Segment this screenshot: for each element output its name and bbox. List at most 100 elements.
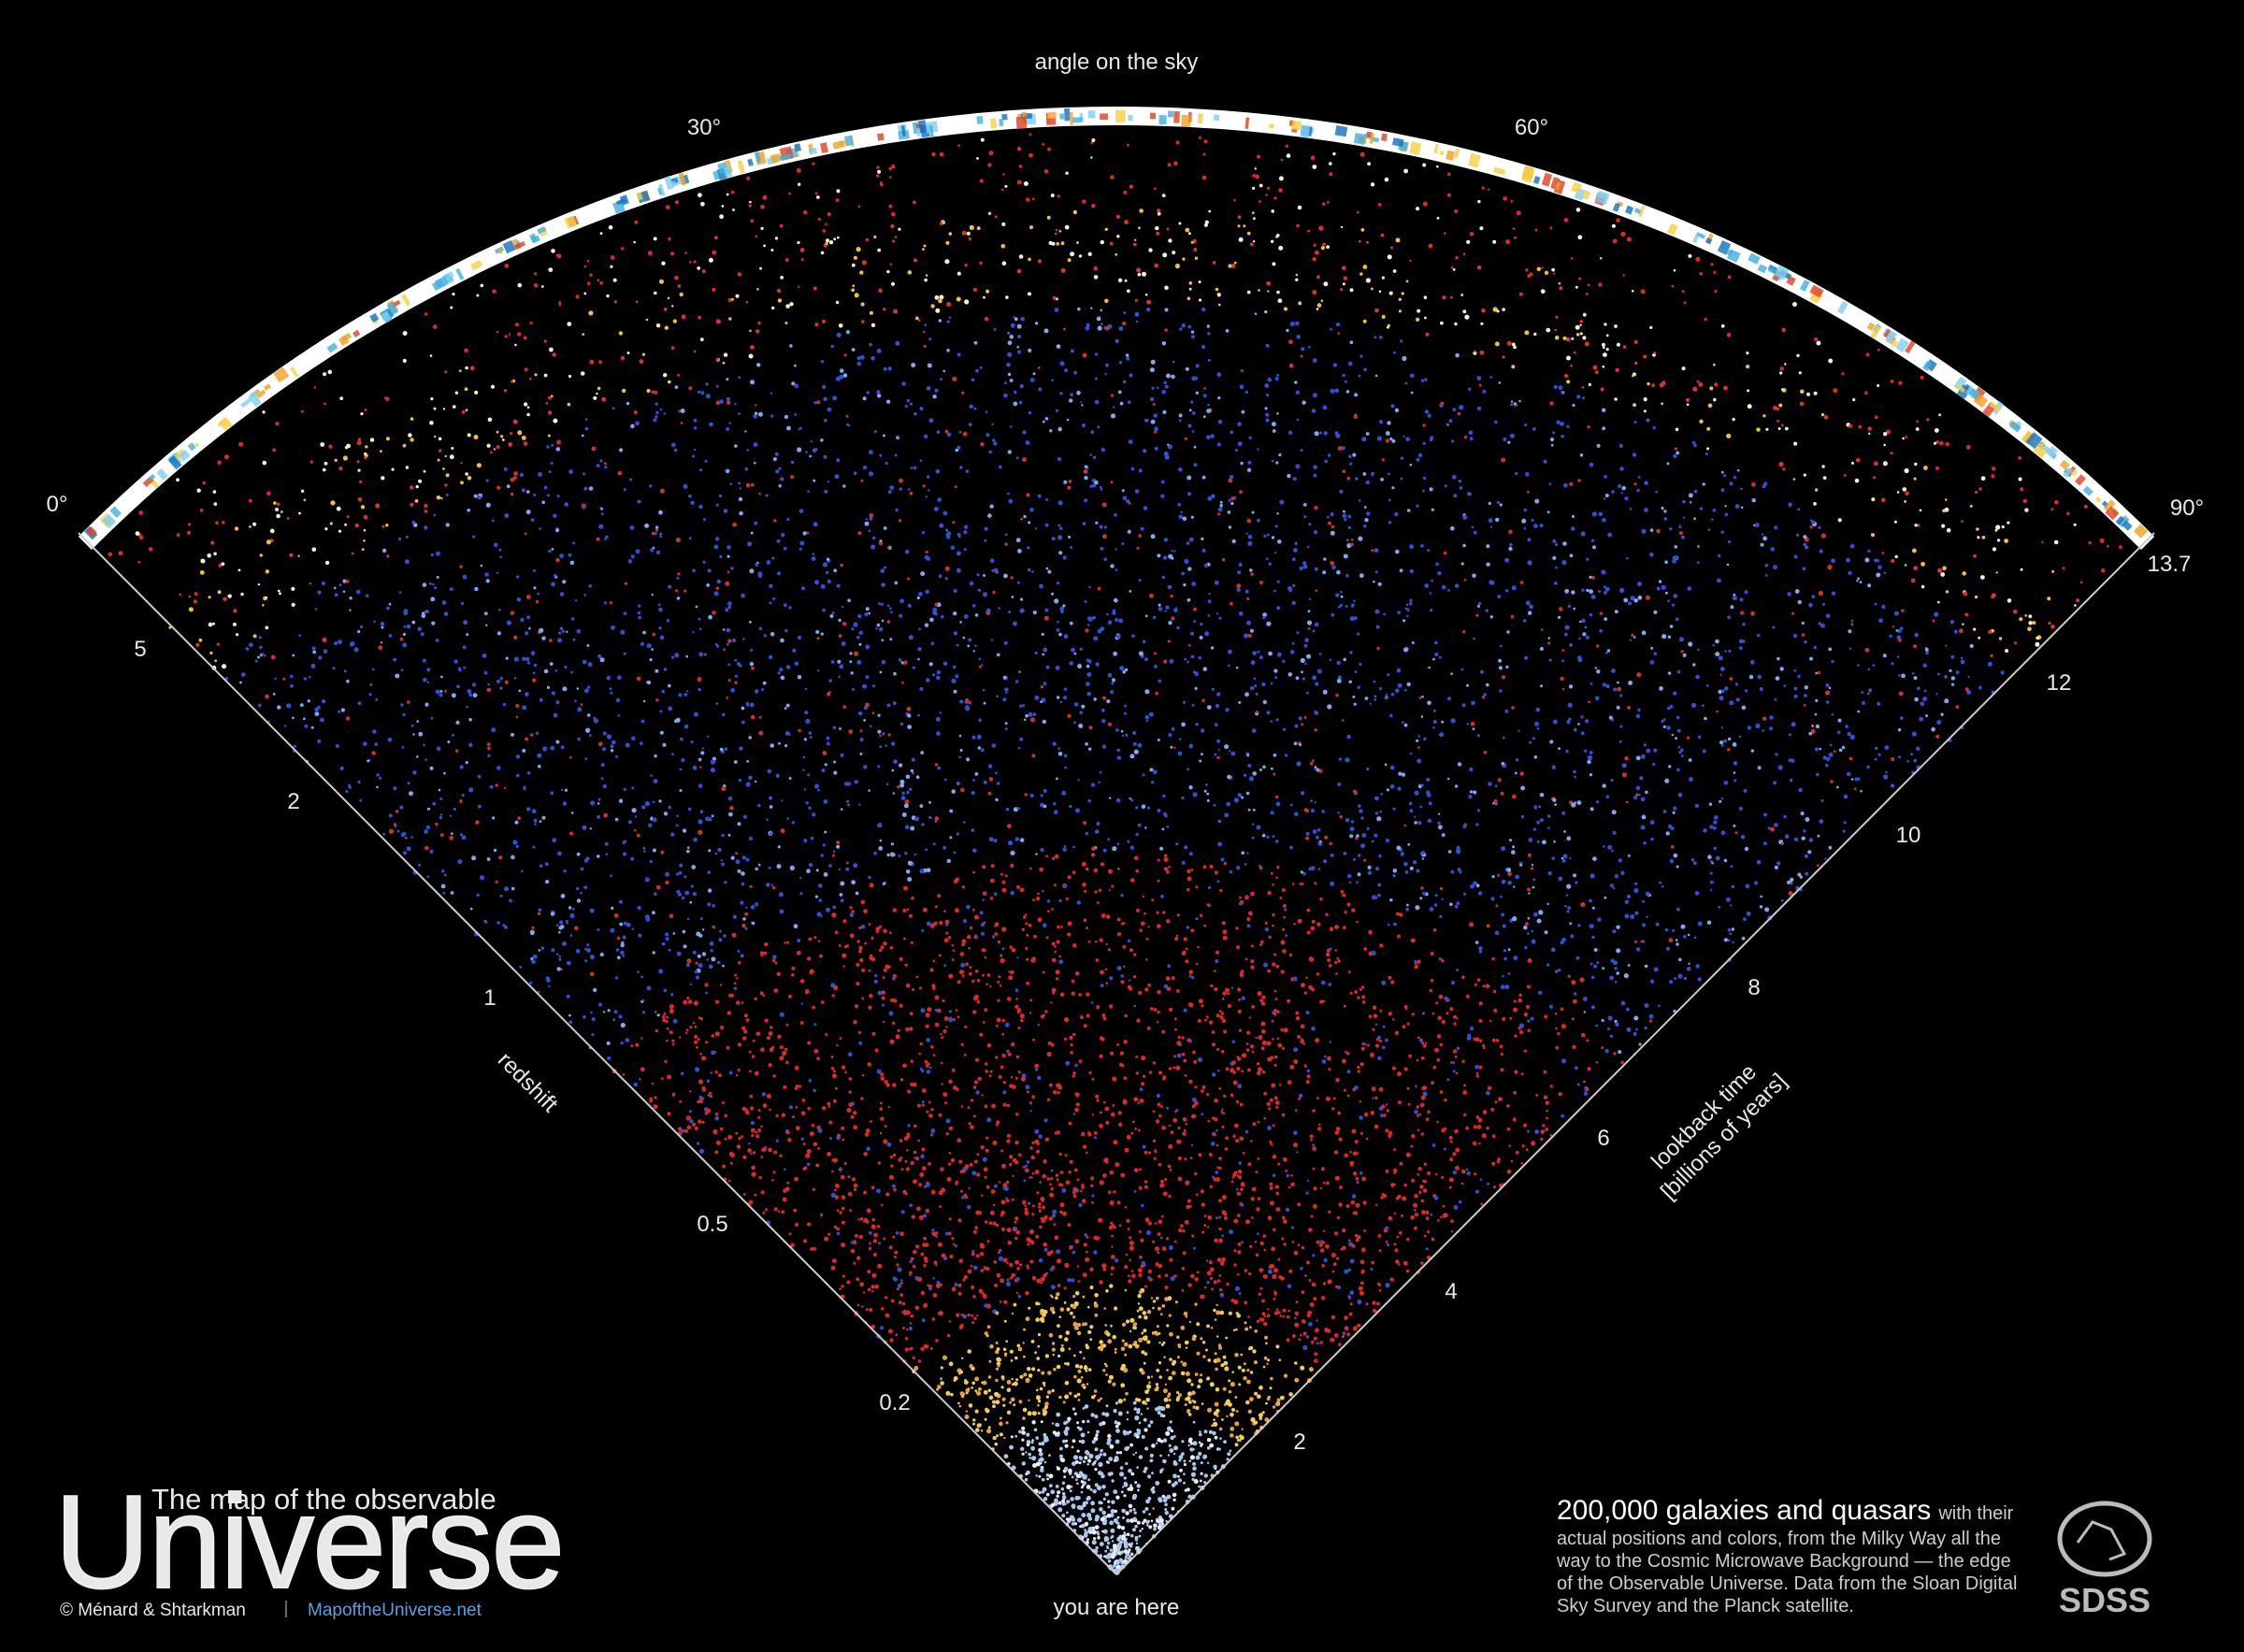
galaxy [466,705,468,709]
galaxy [991,743,997,748]
galaxy [1822,755,1827,760]
galaxy [958,970,965,975]
galaxy [685,963,691,968]
galaxy [1854,478,1860,483]
galaxy [1392,874,1396,878]
galaxy [1734,831,1738,835]
galaxy [487,682,490,686]
galaxy [1113,651,1117,656]
galaxy [1650,646,1654,650]
galaxy [729,482,733,485]
galaxy [1576,1083,1580,1086]
galaxy [857,531,862,536]
galaxy [508,442,513,447]
galaxy [1037,892,1040,896]
galaxy [1819,549,1823,553]
galaxy [698,963,703,969]
galaxy [1188,1459,1192,1462]
galaxy [1451,474,1457,480]
galaxy [1416,1105,1419,1109]
galaxy [1437,1015,1442,1021]
galaxy [455,720,460,725]
galaxy [1500,1053,1503,1056]
galaxy [909,1322,912,1325]
galaxy [1203,563,1208,568]
galaxy [1045,665,1050,669]
galaxy [1231,1408,1235,1412]
galaxy [920,1346,925,1352]
galaxy [1175,1398,1180,1402]
galaxy [580,703,583,706]
galaxy [1835,785,1839,789]
galaxy [1023,514,1027,519]
galaxy [1264,383,1270,388]
galaxy [1169,658,1174,664]
galaxy [809,969,814,974]
galaxy [415,484,419,489]
galaxy [991,1103,996,1109]
galaxy [1334,949,1337,952]
galaxy [1403,824,1407,827]
galaxy [1738,646,1743,651]
galaxy [1028,1457,1031,1459]
galaxy [993,328,997,331]
galaxy [292,716,295,720]
galaxy [659,730,664,735]
galaxy [1347,525,1352,530]
galaxy [1086,692,1091,697]
galaxy [736,662,741,667]
galaxy [1250,1140,1253,1142]
galaxy [1307,610,1311,613]
galaxy [662,742,667,747]
galaxy [1051,1285,1056,1290]
galaxy [1073,652,1077,655]
galaxy [1219,888,1223,893]
galaxy [1113,1190,1116,1194]
galaxy [1216,293,1220,295]
galaxy [850,1114,855,1119]
galaxy [209,651,213,655]
galaxy [802,531,807,536]
galaxy [731,932,737,938]
galaxy [1064,1337,1069,1342]
galaxy [905,774,911,780]
galaxy [1043,1273,1047,1278]
galaxy [1183,1462,1187,1467]
galaxy [1057,1091,1060,1095]
galaxy [1005,1199,1010,1203]
galaxy [539,527,541,530]
galaxy [1716,579,1719,582]
galaxy [1673,594,1678,598]
galaxy [934,1022,940,1027]
galaxy [1127,1557,1131,1560]
galaxy [1091,1540,1097,1545]
galaxy [770,743,774,748]
galaxy [1228,1311,1232,1315]
galaxy [1422,489,1425,493]
galaxy [996,570,1000,574]
galaxy [741,1026,746,1031]
galaxy [424,702,429,707]
galaxy [1961,520,1964,523]
galaxy [945,931,949,935]
galaxy [1564,589,1570,594]
galaxy [1264,1417,1270,1422]
galaxy [1263,1116,1266,1120]
galaxy [794,661,799,667]
galaxy [795,1223,798,1227]
galaxy [439,797,443,800]
galaxy [849,652,853,655]
galaxy [1191,582,1197,586]
galaxy [355,589,361,595]
galaxy [1569,856,1572,860]
galaxy [780,675,785,681]
galaxy [1076,1178,1080,1182]
galaxy [586,943,590,947]
galaxy [1134,1127,1137,1130]
galaxy [1914,697,1919,702]
galaxy [723,352,728,357]
galaxy [1043,1242,1048,1247]
galaxy [780,638,784,643]
galaxy [1168,866,1171,869]
galaxy [574,699,577,703]
